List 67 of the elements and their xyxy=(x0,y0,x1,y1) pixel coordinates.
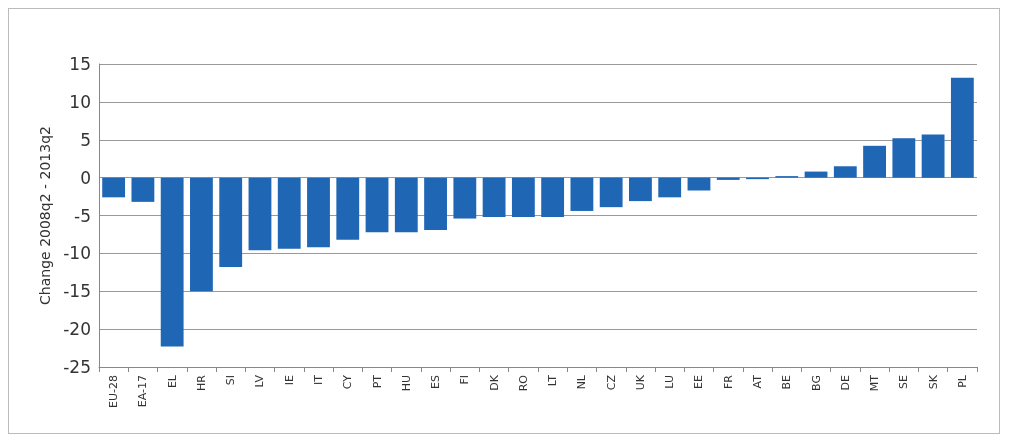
x-tick-label: BG xyxy=(809,375,823,391)
x-tick-label: DE xyxy=(838,374,852,391)
bar xyxy=(190,177,213,292)
y-tick-label: 15 xyxy=(69,54,91,74)
bar xyxy=(804,171,828,178)
x-tick-label: SI xyxy=(224,375,238,386)
x-tick-label: FI xyxy=(458,375,472,385)
x-tick-label: DK xyxy=(487,374,501,391)
bar xyxy=(277,177,301,249)
x-tick-label: LV xyxy=(253,374,267,388)
bar xyxy=(248,177,272,251)
bar xyxy=(863,145,886,178)
bar xyxy=(424,177,447,230)
bar xyxy=(833,166,857,178)
x-tick-label: LU xyxy=(663,375,677,389)
x-tick-label: IE xyxy=(282,374,296,386)
bar xyxy=(131,177,155,202)
x-tick-label: CY xyxy=(341,374,355,390)
bar xyxy=(921,134,945,178)
y-tick-label: -15 xyxy=(63,281,91,302)
x-tick-label: SE xyxy=(897,374,911,389)
bar xyxy=(307,177,330,248)
x-tick-label: EE xyxy=(692,374,706,389)
bar xyxy=(950,77,974,178)
x-tick-label: UK xyxy=(633,374,647,391)
x-tick-label: RO xyxy=(516,374,530,392)
y-axis-title: Change 2008q2 - 2013q2 xyxy=(37,126,54,305)
bar xyxy=(570,177,594,211)
x-tick-label: BE xyxy=(780,374,794,390)
bar xyxy=(511,177,535,218)
y-tick-label: -5 xyxy=(74,205,91,226)
x-tick-label: EL xyxy=(165,374,179,389)
x-tick-label: AT xyxy=(751,374,764,389)
x-tick-label: FR xyxy=(721,374,735,389)
y-tick-label: 0 xyxy=(80,167,91,188)
x-tick-label: HR xyxy=(194,374,208,391)
x-tick-label: LT xyxy=(546,374,560,387)
y-tick-label: -20 xyxy=(63,319,91,340)
x-tick-label: EU-28 xyxy=(107,375,121,408)
x-tick-label: IT xyxy=(312,374,325,385)
x-tick-label: SK xyxy=(926,374,940,390)
x-tick-label: MT xyxy=(868,374,882,392)
y-tick-label: -10 xyxy=(63,243,91,264)
bar xyxy=(219,177,243,268)
x-tick-label: HU xyxy=(399,375,413,392)
bar xyxy=(892,138,916,178)
x-tick-label: NL xyxy=(575,374,589,390)
y-tick-label: 5 xyxy=(80,129,91,150)
x-tick-label: ES xyxy=(429,374,443,389)
x-tick-label: PT xyxy=(370,374,384,389)
bar xyxy=(658,177,682,198)
x-tick-label: CZ xyxy=(604,374,618,391)
bar xyxy=(541,177,565,218)
x-tick-label: PL xyxy=(955,374,969,388)
bar xyxy=(482,177,506,218)
bar xyxy=(365,177,389,233)
bar xyxy=(160,177,184,347)
y-tick-label: 10 xyxy=(69,91,91,112)
bar xyxy=(629,177,652,202)
bar xyxy=(336,177,360,240)
bar xyxy=(453,177,477,219)
bar xyxy=(687,177,711,191)
bar xyxy=(599,177,623,208)
bar xyxy=(102,177,126,198)
y-tick-label: -25 xyxy=(63,357,91,377)
x-tick-label: EA-17 xyxy=(136,375,150,408)
bar xyxy=(394,177,418,233)
